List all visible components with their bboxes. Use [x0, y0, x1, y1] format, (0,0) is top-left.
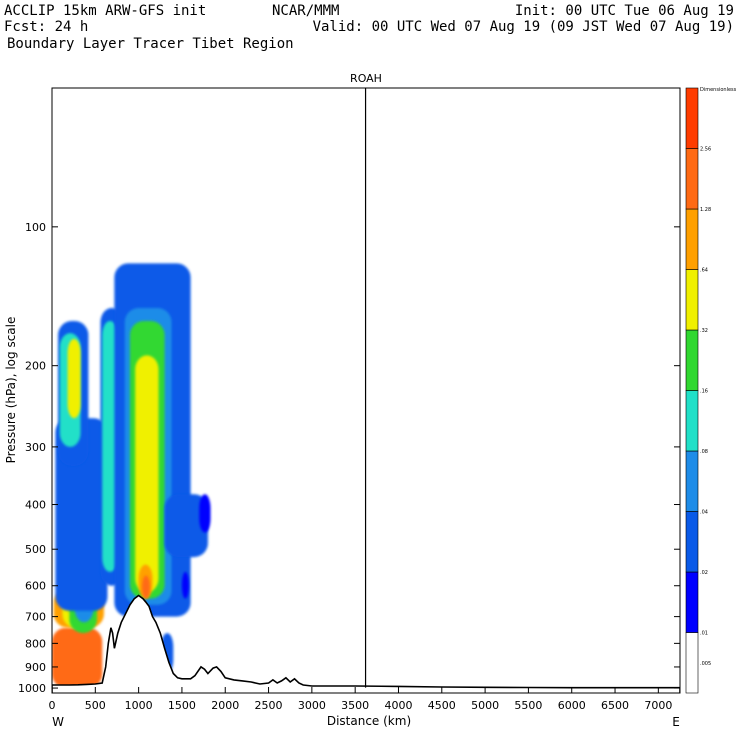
- tracer-blob: [142, 575, 150, 599]
- x-axis: 0 500 1000 1500 2000 2500 3000 3500 4000 4500 5000…: [49, 687, 672, 712]
- y-tick-label: 300: [25, 441, 46, 454]
- y-tick-label: 1000: [18, 682, 46, 695]
- plot-area: [52, 88, 680, 693]
- colorbar-label: .005: [700, 661, 711, 667]
- tracer-blob: [199, 494, 211, 533]
- colorbar-swatch: [685, 148, 699, 210]
- x-tick-label: 0: [49, 699, 56, 712]
- y-tick-label: 200: [25, 360, 46, 373]
- x-tick-label: 2000: [211, 699, 239, 712]
- header-model: ACCLIP 15km ARW-GFS init: [4, 3, 206, 19]
- y-axis-label: Pressure (hPa), log scale: [4, 317, 18, 464]
- colorbar-label: 2.56: [700, 147, 711, 153]
- header-fcst: Fcst: 24 h: [4, 19, 88, 35]
- header-valid: Valid: 00 UTC Wed 07 Aug 19 (09 JST Wed …: [313, 19, 734, 35]
- colorbar-label: .16: [700, 389, 708, 395]
- x-tick-label: 1500: [168, 699, 196, 712]
- y-tick-label: 400: [25, 499, 46, 512]
- colorbar-label: .32: [700, 328, 708, 334]
- x-axis-east-label: E: [672, 715, 680, 729]
- tracer-blob: [67, 338, 81, 419]
- x-tick-label: 2500: [255, 699, 283, 712]
- x-tick-label: 4500: [428, 699, 456, 712]
- y-tick-label: 800: [25, 637, 46, 650]
- y-tick-label: 500: [25, 543, 46, 556]
- y-tick-label: 600: [25, 580, 46, 593]
- colorbar-label: .01: [700, 631, 708, 637]
- x-tick-label: 500: [85, 699, 106, 712]
- colorbar-swatch: [685, 450, 699, 512]
- x-tick-label: 1000: [125, 699, 153, 712]
- y-tick-label: 100: [25, 221, 46, 234]
- x-axis-label: Distance (km): [327, 714, 411, 728]
- colorbar-swatch: [685, 329, 699, 391]
- colorbar-swatch: [685, 571, 699, 633]
- tracer-blob: [135, 355, 159, 593]
- colorbar-swatch: [685, 390, 699, 452]
- colorbar-label: .04: [700, 510, 708, 516]
- x-axis-west-label: W: [52, 715, 64, 729]
- colorbar-swatch: [685, 511, 699, 573]
- x-tick-label: 6500: [601, 699, 629, 712]
- x-tick-label: 5000: [471, 699, 499, 712]
- header-org: NCAR/MMM: [272, 3, 339, 19]
- colorbar-label: .64: [700, 268, 708, 274]
- x-tick-label: 5500: [514, 699, 542, 712]
- colorbar-swatch: [685, 269, 699, 331]
- tracer-blob: [52, 627, 103, 689]
- x-tick-label: 3000: [298, 699, 326, 712]
- chart-title: ROAH: [350, 72, 382, 85]
- header-init: Init: 00 UTC Tue 06 Aug 19: [515, 3, 734, 19]
- x-tick-label: 6000: [558, 699, 586, 712]
- x-tick-label: 3500: [341, 699, 369, 712]
- y-tick-label: 700: [25, 611, 46, 624]
- colorbar-label: .08: [700, 449, 708, 455]
- header-title: Boundary Layer Tracer Tibet Region: [7, 36, 294, 52]
- y-tick-label: 900: [25, 661, 46, 674]
- colorbar-swatch: [685, 87, 699, 149]
- plot-frame: [51, 87, 681, 694]
- tracer-blob: [164, 494, 208, 558]
- tracer-blob: [102, 320, 118, 572]
- colorbar: .005 .01 .02 .04 .08 .16 .32 .64 1.28 2.56 Dimensi…: [685, 87, 737, 694]
- terrain-line: [52, 594, 680, 693]
- y-axis: 100 200 300 400 500 600 700 800 900 1000: [18, 221, 680, 695]
- tracer-blob: [181, 571, 189, 599]
- tracer-field: [52, 263, 211, 689]
- x-tick-label: 7000: [644, 699, 672, 712]
- colorbar-swatch: [685, 208, 699, 270]
- colorbar-label: 1.28: [700, 207, 711, 213]
- x-tick-label: 4000: [384, 699, 412, 712]
- colorbar-label: .02: [700, 570, 708, 576]
- tracer-blob: [55, 418, 108, 611]
- colorbar-swatch: [685, 632, 699, 694]
- colorbar-label: Dimensionless: [700, 87, 737, 93]
